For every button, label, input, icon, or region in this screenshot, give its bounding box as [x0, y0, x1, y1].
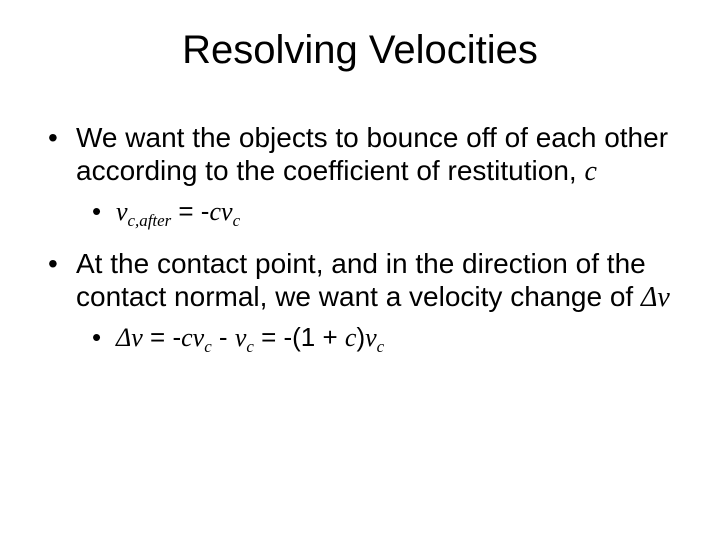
var-dv: Δv	[641, 282, 670, 313]
eq2-c: = -(1 +	[254, 322, 345, 352]
eq2-v2: v	[235, 323, 247, 352]
eq2-v1: v	[193, 323, 205, 352]
eq1-c: c	[209, 197, 221, 226]
eq1-mid: = -	[171, 196, 209, 226]
bullet-1-text: We want the objects to bounce off of eac…	[76, 122, 668, 186]
eq1-sub1: c,after	[128, 211, 172, 230]
bullet-2: At the contact point, and in the directi…	[48, 247, 680, 314]
eq2-s2: c	[246, 337, 254, 356]
slide: Resolving Velocities We want the objects…	[0, 0, 720, 540]
eq2-a: = -	[143, 322, 181, 352]
eq2-dv: Δv	[116, 323, 143, 352]
eq2-s3: c	[377, 337, 385, 356]
slide-body: We want the objects to bounce off of eac…	[0, 121, 720, 357]
equation-1: vc,after = -cvc	[92, 196, 680, 231]
bullet-2-text: At the contact point, and in the directi…	[76, 248, 646, 312]
eq2-v3: v	[365, 323, 377, 352]
eq2-b: -	[212, 322, 235, 352]
eq2-c2: c	[345, 323, 357, 352]
slide-title: Resolving Velocities	[0, 28, 720, 73]
eq1-v: v	[116, 197, 128, 226]
bullet-1: We want the objects to bounce off of eac…	[48, 121, 680, 188]
eq2-s1: c	[204, 337, 212, 356]
equation-2: Δv = -cvc - vc = -(1 + c)vc	[92, 322, 680, 357]
eq2-d: )	[356, 322, 365, 352]
eq2-c1: c	[181, 323, 193, 352]
var-c: c	[584, 156, 596, 187]
eq1-v2: v	[221, 197, 233, 226]
eq1-sub2: c	[233, 211, 241, 230]
